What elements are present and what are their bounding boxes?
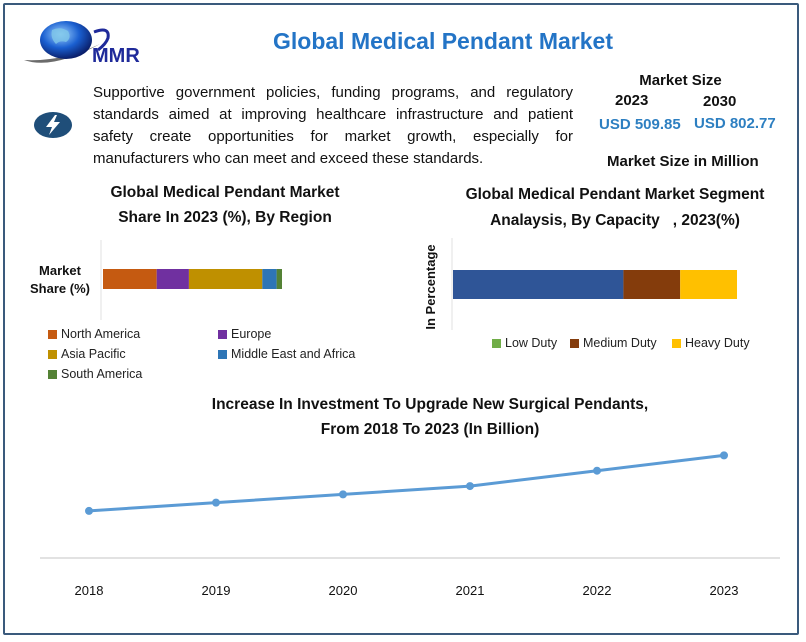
investment-line-chart: 2018 2019 2020 2021 2022 2023 <box>40 451 780 598</box>
capacity-chart-title-line-2: Analaysis, By Capacity , 2023(%) <box>490 212 740 229</box>
infographic-frame <box>3 3 799 635</box>
legend-swatch <box>218 329 227 339</box>
capacity-legend-item-low-duty: Low Duty <box>492 336 557 350</box>
investment-point-2020 <box>339 490 347 499</box>
legend-swatch <box>48 329 57 339</box>
legend-label: Medium Duty <box>583 336 657 350</box>
region-legend-item-north-america: North America <box>48 327 140 341</box>
legend-label: Asia Pacific <box>61 347 126 361</box>
region-legend-item-europe: Europe <box>218 327 271 341</box>
region-bar-middle-east-and-africa <box>262 269 277 289</box>
capacity-share-chart <box>451 238 737 330</box>
x-tick-label-2023: 2023 <box>710 583 739 598</box>
capacity-bar-low-duty <box>453 270 624 299</box>
capacity-legend-item-medium-duty: Medium Duty <box>570 336 657 350</box>
market-size-year-end: 2030 <box>703 93 737 110</box>
region-legend-item-middle-east-and-africa: Middle East and Africa <box>218 347 355 361</box>
region-legend-item-south-america: South America <box>48 367 142 381</box>
region-share-chart <box>100 240 282 320</box>
globe-logo-icon: MMR <box>24 21 140 67</box>
legend-label: Low Duty <box>505 336 558 350</box>
capacity-chart-title-line-1: Global Medical Pendant Market Segment <box>465 186 765 203</box>
region-chart-title-line-1: Global Medical Pendant Market <box>110 184 340 201</box>
lightning-bolt-icon <box>34 112 72 138</box>
region-ylabel-line-2: Share (%) <box>30 281 90 296</box>
market-size-year-start: 2023 <box>615 92 649 109</box>
market-size-unit-note: Market Size in Million <box>607 153 759 170</box>
legend-swatch <box>48 369 57 379</box>
investment-series-line <box>88 453 725 513</box>
legend-swatch <box>492 338 501 348</box>
legend-label: Europe <box>231 327 272 341</box>
region-legend-item-asia-pacific: Asia Pacific <box>48 347 126 361</box>
capacity-legend-item-heavy-duty: Heavy Duty <box>672 336 750 350</box>
region-chart-ylabel: Market Share (%) <box>22 262 98 298</box>
legend-label: Middle East and Africa <box>231 347 356 361</box>
market-size-value-start: USD 509.85 <box>599 116 681 133</box>
investment-point-2021 <box>466 482 474 491</box>
region-bar-south-america <box>276 269 282 289</box>
market-size-heading: Market Size <box>639 72 722 89</box>
region-bar-europe <box>156 269 189 289</box>
region-chart-title: Global Medical Pendant Market Share In 2… <box>40 180 410 230</box>
x-tick-label-2022: 2022 <box>583 583 612 598</box>
region-bar-north-america <box>103 269 157 289</box>
legend-label: South America <box>61 367 143 381</box>
legend-swatch <box>672 338 681 348</box>
x-tick-label-2019: 2019 <box>202 583 231 598</box>
investment-point-2018 <box>85 506 93 515</box>
page-title: Global Medical Pendant Market <box>273 28 613 54</box>
investment-chart-title-line-2: From 2018 To 2023 (In Billion) <box>320 421 540 438</box>
legend-swatch <box>570 338 579 348</box>
investment-point-2022 <box>593 466 601 475</box>
x-tick-label-2018: 2018 <box>75 583 104 598</box>
x-tick-label-2021: 2021 <box>456 583 485 598</box>
region-ylabel-line-1: Market <box>39 263 81 278</box>
investment-point-2019 <box>212 498 220 507</box>
capacity-bar-medium-duty <box>623 270 681 299</box>
capacity-bar-heavy-duty <box>680 270 737 299</box>
capacity-chart-title: Global Medical Pendant Market Segment An… <box>430 182 800 234</box>
capacity-chart-ylabel: In Percentage <box>423 244 438 330</box>
legend-label: Heavy Duty <box>685 336 750 350</box>
market-size-value-end: USD 802.77 <box>694 115 776 132</box>
legend-label: North America <box>61 327 141 341</box>
region-bar-asia-pacific <box>188 269 263 289</box>
x-tick-label-2020: 2020 <box>329 583 358 598</box>
region-chart-title-line-2: Share In 2023 (%), By Region <box>118 209 332 226</box>
legend-swatch <box>48 349 57 359</box>
investment-point-2023 <box>720 451 728 460</box>
brand-text: MMR <box>92 45 140 67</box>
legend-swatch <box>218 349 227 359</box>
investment-chart-title: Increase In Investment To Upgrade New Su… <box>130 392 730 442</box>
investment-chart-title-line-1: Increase In Investment To Upgrade New Su… <box>211 396 649 413</box>
description-text: Supportive government policies, funding … <box>93 84 573 167</box>
